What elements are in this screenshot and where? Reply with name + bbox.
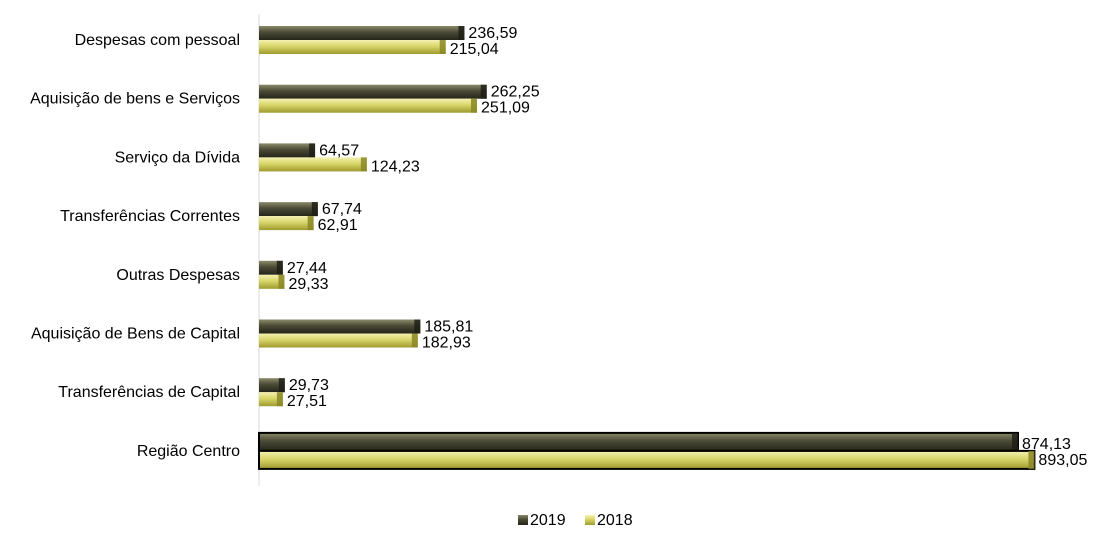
bar-end-bevel xyxy=(1012,432,1018,451)
bar-end-bevel xyxy=(360,157,367,172)
bar-2018 xyxy=(259,216,314,231)
bar-end-bevel xyxy=(276,392,283,407)
data-label: 251,09 xyxy=(481,100,530,117)
bar-2019 xyxy=(259,84,487,99)
bar-end-bevel xyxy=(309,143,316,158)
bar-end-bevel xyxy=(471,98,478,113)
bar-end-bevel xyxy=(480,84,487,99)
bar-2019 xyxy=(259,319,421,334)
category-label: Serviço da Dívida xyxy=(115,149,240,166)
bar-2019 xyxy=(259,378,285,393)
category-label: Aquisição de Bens de Capital xyxy=(31,326,240,343)
data-label: 124,23 xyxy=(371,158,420,175)
bar-2018 xyxy=(258,449,1036,470)
bar-2019 xyxy=(259,143,316,158)
bar-2019 xyxy=(258,431,1019,452)
category-label: Transferências de Capital xyxy=(58,384,240,401)
bar-end-bevel xyxy=(439,40,446,54)
data-label: 27,51 xyxy=(287,393,327,410)
category-label: Aquisição de bens e Serviços xyxy=(30,91,240,108)
bar-2019 xyxy=(259,202,318,217)
data-label: 236,59 xyxy=(468,25,517,42)
bar-end-bevel xyxy=(411,333,418,348)
bar-end-bevel xyxy=(311,202,318,217)
bar-end-bevel xyxy=(278,274,285,289)
data-label: 182,93 xyxy=(422,335,471,352)
data-label: 62,91 xyxy=(318,217,358,234)
category-label: Região Centro xyxy=(137,443,240,460)
data-label: 29,73 xyxy=(289,377,329,394)
bar-end-bevel xyxy=(276,260,283,275)
data-label: 185,81 xyxy=(424,319,473,336)
bar-end-bevel xyxy=(414,319,421,334)
data-label: 29,33 xyxy=(288,276,328,293)
bar-end-bevel xyxy=(1028,450,1035,469)
category-label: Despesas com pessoal xyxy=(75,32,240,49)
data-label: 27,44 xyxy=(287,260,327,277)
bar-2018 xyxy=(259,40,446,54)
data-label: 262,25 xyxy=(491,84,540,101)
legend-label-2019: 2019 xyxy=(530,512,566,529)
legend-label-2018: 2018 xyxy=(597,512,633,529)
legend-swatch-2018 xyxy=(585,515,595,525)
bar-2018 xyxy=(259,333,418,348)
category-label: Transferências Correntes xyxy=(60,208,240,225)
category-label: Outras Despesas xyxy=(116,267,240,284)
bar-end-bevel xyxy=(307,216,314,231)
data-label: 874,13 xyxy=(1022,436,1071,453)
bar-end-bevel xyxy=(458,26,465,40)
bar-2018 xyxy=(259,98,478,113)
data-label: 64,57 xyxy=(319,142,359,159)
legend-swatch-2019 xyxy=(518,515,528,525)
bar-2018 xyxy=(259,157,367,172)
data-label: 67,74 xyxy=(322,201,362,218)
bar-end-bevel xyxy=(278,378,285,393)
bar-2019 xyxy=(259,26,465,40)
bar-2018 xyxy=(259,274,285,289)
data-label: 215,04 xyxy=(450,41,499,58)
data-label: 893,05 xyxy=(1038,452,1087,469)
